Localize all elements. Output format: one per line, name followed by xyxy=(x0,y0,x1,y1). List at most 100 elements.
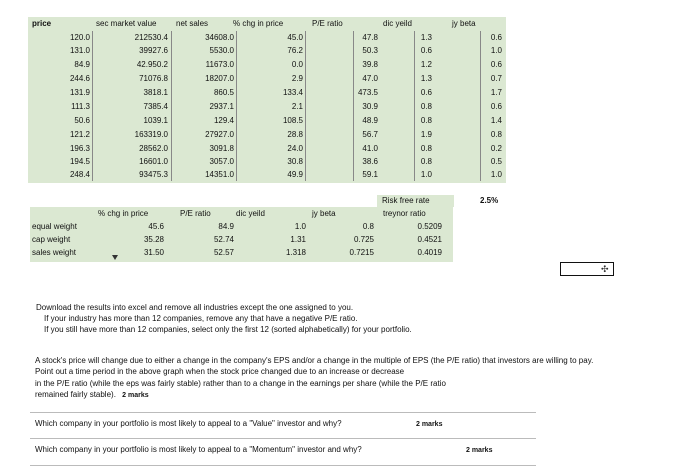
cell-beta[interactable]: 0.6 xyxy=(490,102,502,111)
cell-pe[interactable]: 473.5 xyxy=(357,88,378,97)
cell-pct-chg[interactable]: 108.5 xyxy=(282,116,303,125)
instruction-line: If you still have more than 12 companies… xyxy=(44,325,412,334)
cell-pct-chg[interactable]: 30.8 xyxy=(287,157,303,166)
divider xyxy=(30,438,536,439)
cell-div-yield[interactable]: 1.9 xyxy=(420,130,432,139)
cell-price[interactable]: 131.9 xyxy=(69,88,90,97)
cell-sec-market-value[interactable]: 39927.6 xyxy=(139,46,168,55)
cell-sec-market-value[interactable]: 163319.0 xyxy=(134,130,168,139)
cell-beta[interactable]: 1.7 xyxy=(490,88,502,97)
cell-beta[interactable]: 0.8 xyxy=(490,130,502,139)
cell-pct-chg[interactable]: 49.9 xyxy=(287,170,303,179)
cell-beta[interactable]: 1.4 xyxy=(490,116,502,125)
cell-beta[interactable]: 0.7 xyxy=(490,74,502,83)
cell-div-yield[interactable]: 1.3 xyxy=(420,33,432,42)
cell-price[interactable]: 244.6 xyxy=(69,74,90,83)
summary-cell-beta[interactable]: 0.7215 xyxy=(349,248,374,257)
summary-cell-pe[interactable]: 84.9 xyxy=(218,222,234,231)
cell-pe[interactable]: 50.3 xyxy=(362,46,378,55)
cell-price[interactable]: 131.0 xyxy=(69,46,90,55)
summary-cell-beta[interactable]: 0.725 xyxy=(353,235,374,244)
header-div-yield: dic yeild xyxy=(383,19,412,28)
cell-pe[interactable]: 59.1 xyxy=(362,170,378,179)
cell-pct-chg[interactable]: 24.0 xyxy=(287,144,303,153)
cell-sec-market-value[interactable]: 1039.1 xyxy=(143,116,168,125)
cell-net-sales[interactable]: 11673.0 xyxy=(205,60,234,69)
cell-sec-market-value[interactable]: 16601.0 xyxy=(139,157,168,166)
cell-pe[interactable]: 47.0 xyxy=(362,74,378,83)
cell-pe[interactable]: 38.6 xyxy=(362,157,378,166)
cell-div-yield[interactable]: 0.8 xyxy=(420,116,432,125)
risk-free-value[interactable]: 2.5% xyxy=(480,196,499,205)
cell-sec-market-value[interactable]: 7385.4 xyxy=(143,102,168,111)
cell-price[interactable]: 111.3 xyxy=(71,102,90,111)
cell-pct-chg[interactable]: 2.9 xyxy=(291,74,303,83)
cell-pct-chg[interactable]: 76.2 xyxy=(287,46,303,55)
cell-net-sales[interactable]: 3057.0 xyxy=(209,157,234,166)
cell-pe[interactable]: 48.9 xyxy=(362,116,378,125)
cell-div-yield[interactable]: 0.6 xyxy=(420,46,432,55)
cell-div-yield[interactable]: 0.8 xyxy=(420,144,432,153)
cell-beta[interactable]: 0.2 xyxy=(490,144,502,153)
cell-pct-chg[interactable]: 28.8 xyxy=(287,130,303,139)
cell-div-yield[interactable]: 1.3 xyxy=(420,74,432,83)
cell-net-sales[interactable]: 3091.8 xyxy=(209,144,234,153)
summary-cell-chg[interactable]: 31.50 xyxy=(143,248,164,257)
cell-div-yield[interactable]: 1.2 xyxy=(420,60,432,69)
cell-price[interactable]: 121.2 xyxy=(69,130,90,139)
cell-sec-market-value[interactable]: 212530.4 xyxy=(134,33,168,42)
move-handle-icon[interactable]: ✣ xyxy=(601,264,609,274)
cell-div-yield[interactable]: 0.8 xyxy=(420,157,432,166)
summary-cell-chg[interactable]: 35.28 xyxy=(143,235,164,244)
cell-beta[interactable]: 0.6 xyxy=(490,33,502,42)
cell-net-sales[interactable]: 14351.0 xyxy=(205,170,234,179)
cell-price[interactable]: 194.5 xyxy=(69,157,90,166)
cell-price[interactable]: 248.4 xyxy=(69,170,90,179)
cell-net-sales[interactable]: 5530.0 xyxy=(209,46,234,55)
summary-cell-pe[interactable]: 52.57 xyxy=(213,248,234,257)
cell-price[interactable]: 196.3 xyxy=(69,144,90,153)
cell-sec-market-value[interactable]: 71076.8 xyxy=(139,74,168,83)
summary-cell-pe[interactable]: 52.74 xyxy=(213,235,234,244)
cell-beta[interactable]: 0.6 xyxy=(490,60,502,69)
question-momentum: Which company in your portfolio is most … xyxy=(35,445,362,454)
cell-net-sales[interactable]: 34608.0 xyxy=(205,33,234,42)
cell-net-sales[interactable]: 129.4 xyxy=(213,116,234,125)
cell-beta[interactable]: 1.0 xyxy=(490,46,502,55)
summary-cell-dy[interactable]: 1.318 xyxy=(285,248,306,257)
cell-div-yield[interactable]: 0.8 xyxy=(420,102,432,111)
cell-net-sales[interactable]: 18207.0 xyxy=(205,74,234,83)
cell-pe[interactable]: 41.0 xyxy=(362,144,378,153)
cell-beta[interactable]: 0.5 xyxy=(490,157,502,166)
cell-price[interactable]: 120.0 xyxy=(69,33,90,42)
cell-net-sales[interactable]: 27927.0 xyxy=(205,130,234,139)
summary-cell-treynor[interactable]: 0.4019 xyxy=(417,248,442,257)
cell-sec-market-value[interactable]: 93475.3 xyxy=(139,170,168,179)
cell-div-yield[interactable]: 1.0 xyxy=(420,170,432,179)
cell-pe[interactable]: 30.9 xyxy=(362,102,378,111)
cell-pct-chg[interactable]: 45.0 xyxy=(287,33,303,42)
summary-cell-treynor[interactable]: 0.5209 xyxy=(417,222,442,231)
cell-pct-chg[interactable]: 133.4 xyxy=(282,88,303,97)
cell-net-sales[interactable]: 860.5 xyxy=(213,88,234,97)
embedded-picture[interactable]: ✣ xyxy=(560,262,614,276)
summary-cell-beta[interactable]: 0.8 xyxy=(362,222,374,231)
cell-pe[interactable]: 56.7 xyxy=(362,130,378,139)
cell-sec-market-value[interactable]: 28562.0 xyxy=(139,144,168,153)
cell-pct-chg[interactable]: 0.0 xyxy=(291,60,303,69)
cell-pe[interactable]: 47.8 xyxy=(362,33,378,42)
summary-cell-chg[interactable]: 45.6 xyxy=(148,222,164,231)
cell-pct-chg[interactable]: 2.1 xyxy=(291,102,303,111)
summary-cell-treynor[interactable]: 0.4521 xyxy=(417,235,442,244)
cell-beta[interactable]: 1.0 xyxy=(490,170,502,179)
cell-pe[interactable]: 39.8 xyxy=(362,60,378,69)
cell-sec-market-value[interactable]: 42.950.2 xyxy=(136,60,168,69)
cell-sec-market-value[interactable]: 3818.1 xyxy=(143,88,168,97)
cell-price[interactable]: 50.6 xyxy=(74,116,90,125)
cell-price[interactable]: 84.9 xyxy=(74,60,90,69)
summary-cell-dy[interactable]: 1.0 xyxy=(294,222,306,231)
cell-net-sales[interactable]: 2937.1 xyxy=(209,102,234,111)
summary-cell-dy[interactable]: 1.31 xyxy=(290,235,306,244)
cell-div-yield[interactable]: 0.6 xyxy=(420,88,432,97)
